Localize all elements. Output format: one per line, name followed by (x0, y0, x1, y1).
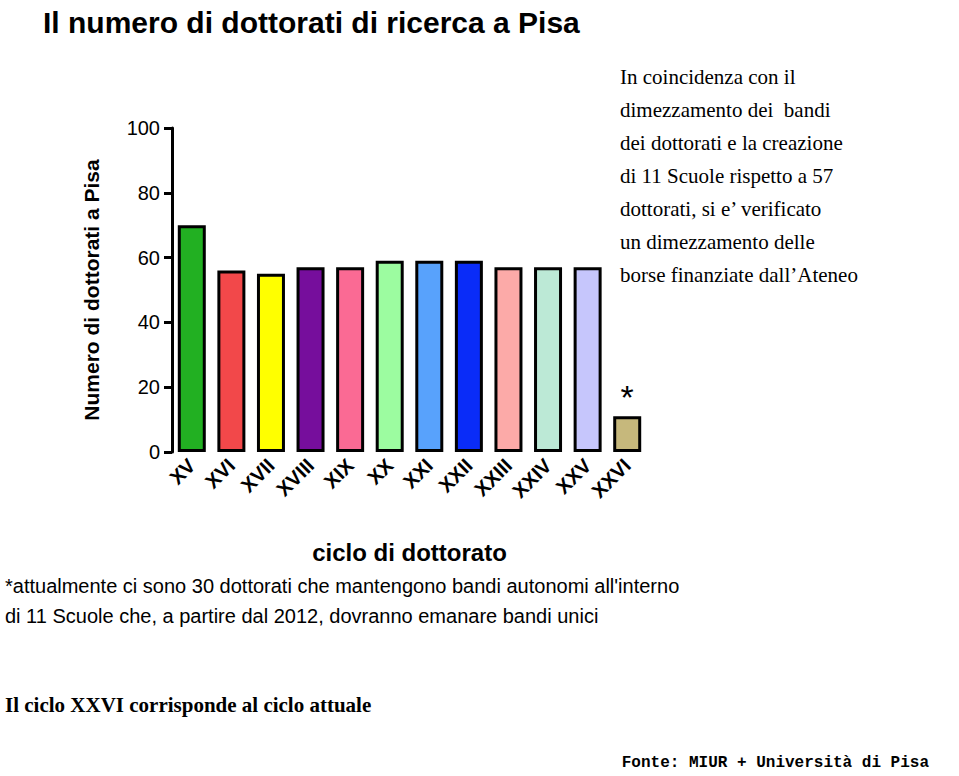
svg-text:20: 20 (138, 376, 160, 398)
svg-text:XXIV: XXIV (508, 454, 556, 502)
svg-text:di 11 Scuole rispetto a 57: di 11 Scuole rispetto a 57 (620, 164, 833, 188)
svg-text:XVI: XVI (201, 454, 239, 492)
svg-text:XXIII: XXIII (470, 454, 516, 500)
svg-text:Fonte: MIUR + Università di Pi: Fonte: MIUR + Università di Pisa (622, 754, 930, 772)
svg-text:Il numero di dottorati di rice: Il numero di dottorati di ricerca a Pisa (43, 6, 580, 39)
svg-text:In coincidenza con il: In coincidenza con il (620, 65, 796, 89)
svg-text:*: * (621, 378, 634, 416)
svg-text:XV: XV (165, 454, 200, 489)
svg-text:60: 60 (138, 247, 160, 269)
svg-text:XXVI: XXVI (587, 454, 635, 502)
svg-text:80: 80 (138, 182, 160, 204)
svg-text:0: 0 (149, 441, 160, 463)
svg-text:XXI: XXI (399, 454, 437, 492)
svg-text:XXV: XXV (552, 454, 596, 498)
svg-text:40: 40 (138, 311, 160, 333)
svg-text:dimezzamento dei bandi: dimezzamento dei bandi (620, 98, 831, 122)
svg-text:XVII: XVII (236, 454, 278, 496)
svg-text:Il ciclo XXVI corrisponde al c: Il ciclo XXVI corrisponde al ciclo attua… (5, 693, 371, 717)
svg-text:dottorati, si e’ verificato: dottorati, si e’ verificato (620, 197, 821, 221)
svg-text:di 11 Scuole che, a partire da: di 11 Scuole che, a partire dal 2012, do… (5, 605, 598, 627)
svg-text:XX: XX (363, 454, 398, 489)
svg-text:Numero di dottorati a Pisa: Numero di dottorati a Pisa (80, 159, 103, 421)
svg-text:ciclo di dottorato: ciclo di dottorato (312, 539, 507, 566)
svg-text:dei dottorati e la creazione: dei dottorati e la creazione (620, 131, 843, 155)
svg-text:XVIII: XVIII (272, 454, 318, 500)
svg-text:*attualmente ci sono 30 dottor: *attualmente ci sono 30 dottorati che ma… (5, 575, 679, 597)
svg-text:borse finanziate dall’Ateneo: borse finanziate dall’Ateneo (620, 263, 858, 287)
svg-text:XIX: XIX (320, 454, 359, 493)
svg-text:100: 100 (127, 117, 160, 139)
svg-text:un dimezzamento delle: un dimezzamento delle (620, 230, 815, 254)
svg-text:XXII: XXII (434, 454, 476, 496)
